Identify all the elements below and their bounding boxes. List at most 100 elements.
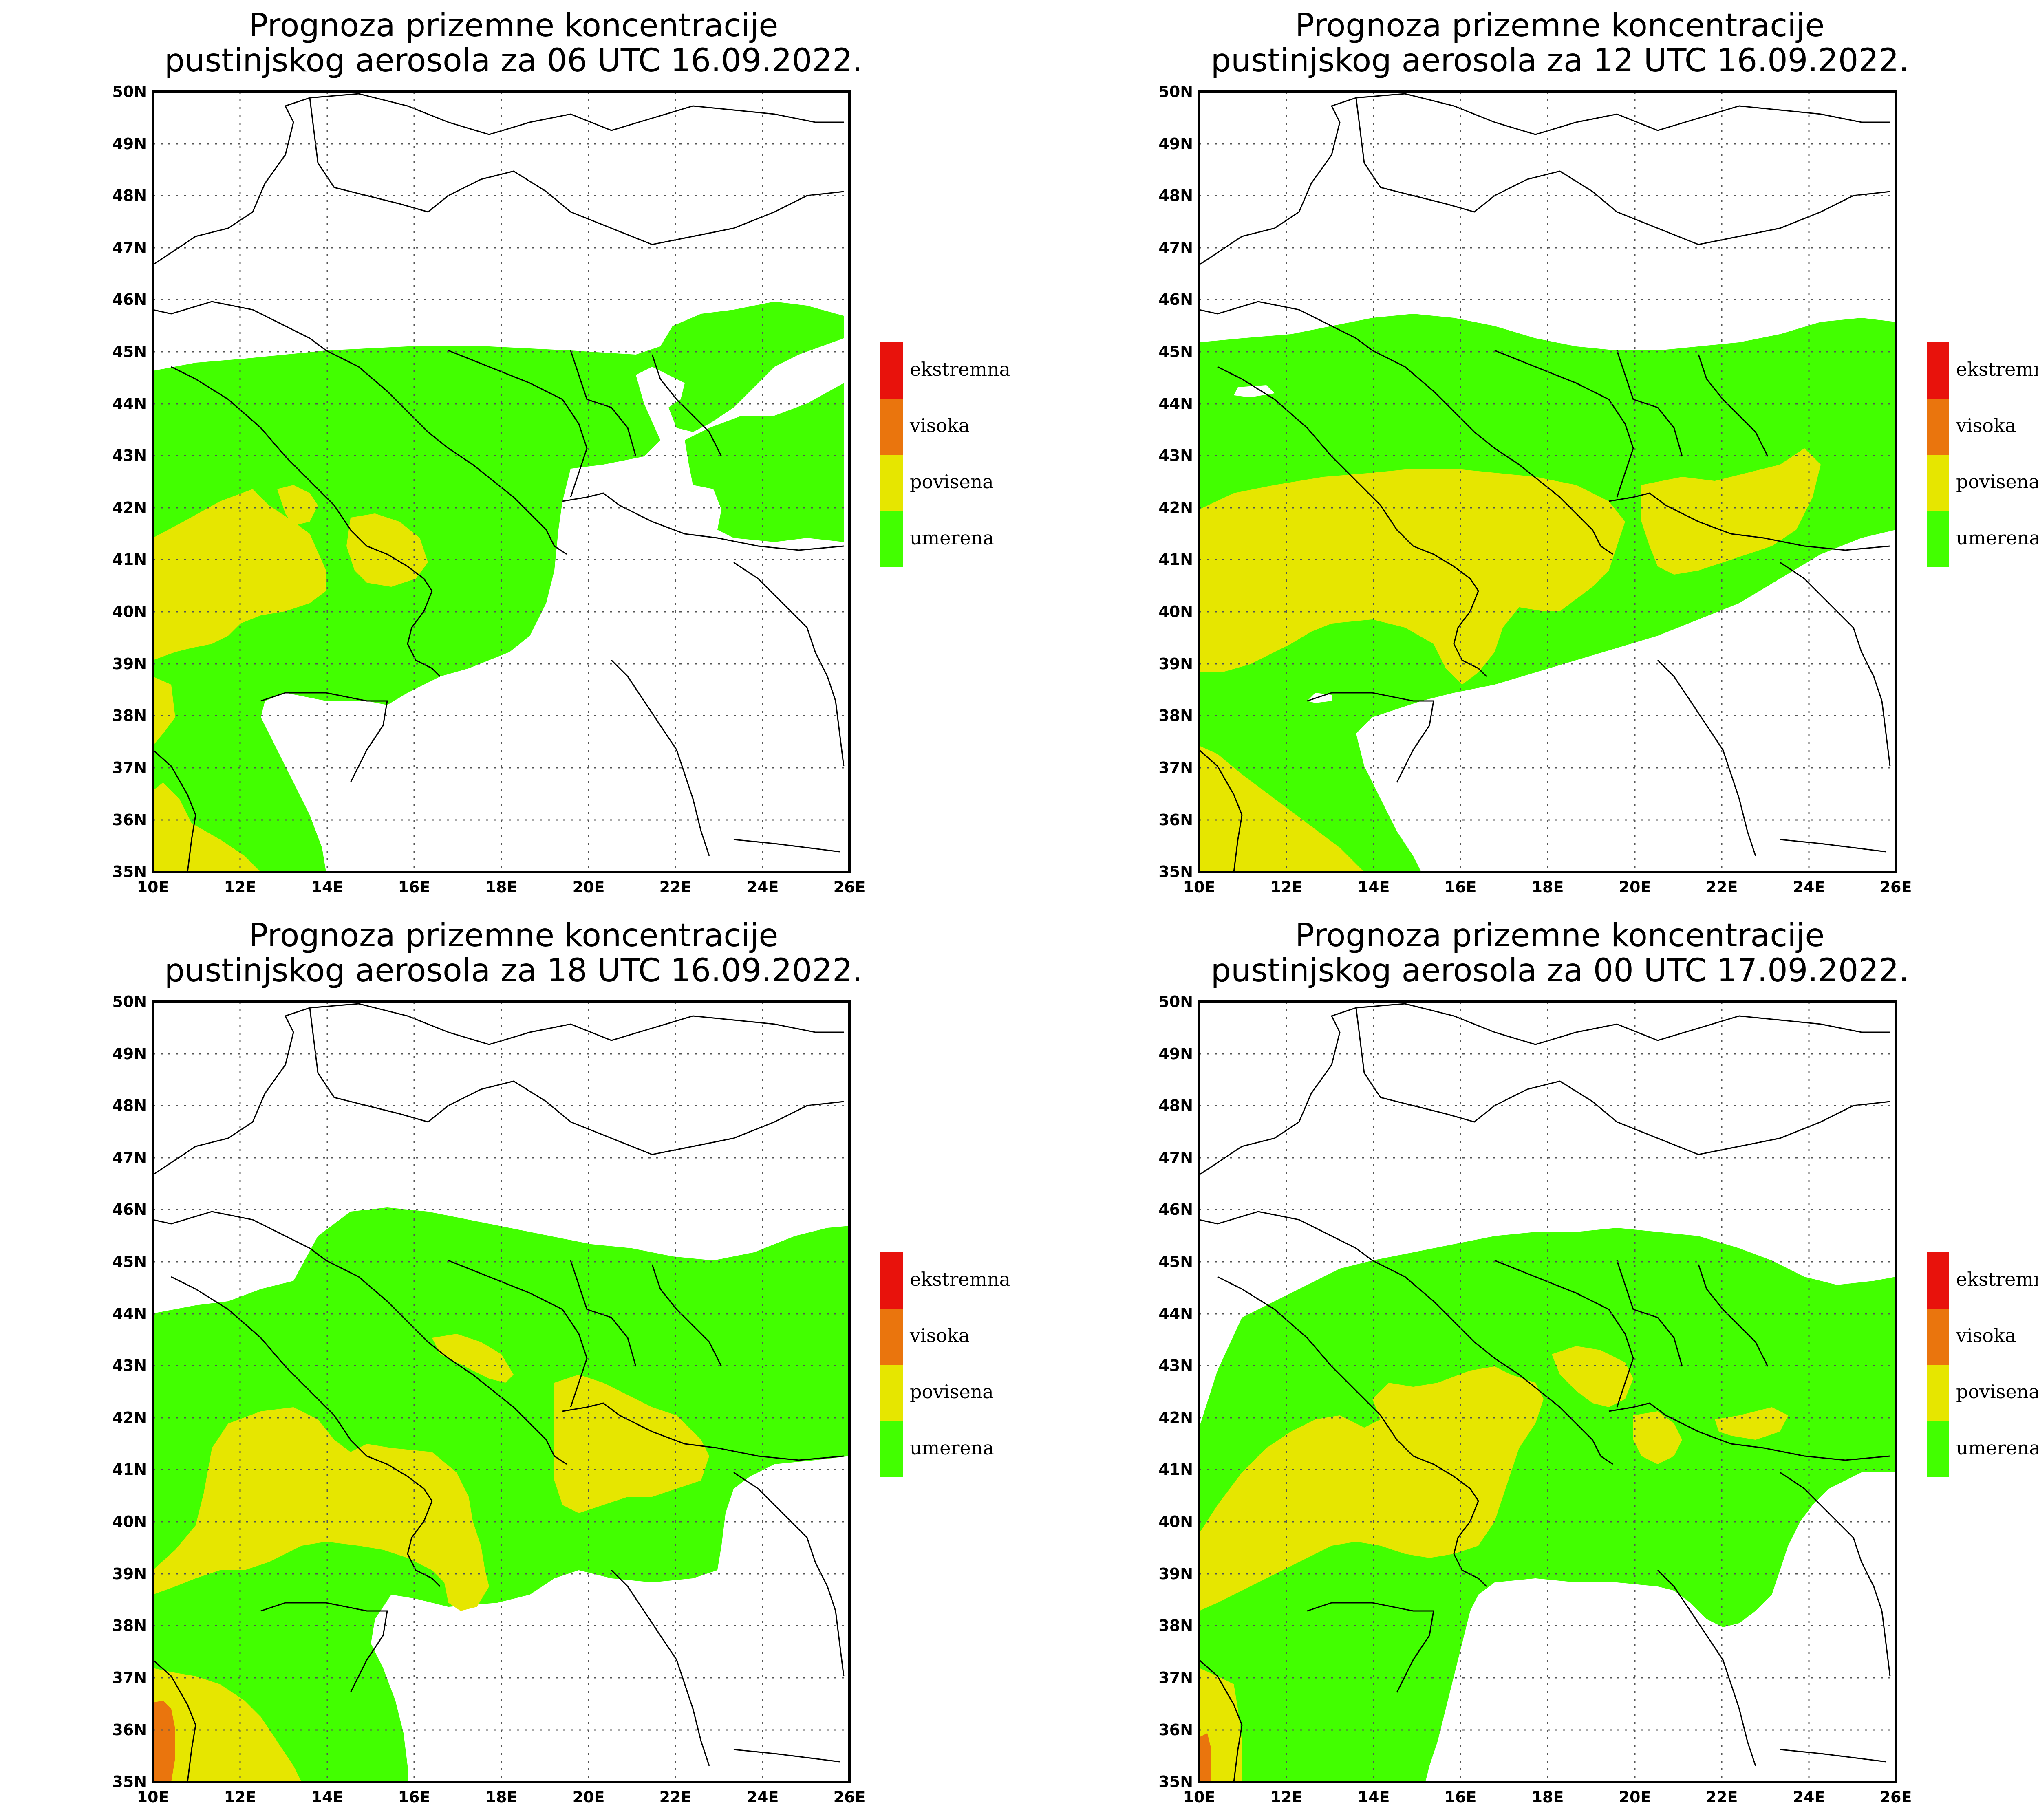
dust-fields — [153, 302, 844, 872]
lon-label: 16E — [1445, 878, 1477, 896]
lon-label: 14E — [311, 1788, 344, 1806]
lon-label: 24E — [1793, 878, 1825, 896]
legend-label-ekstremna: ekstremna — [910, 358, 1010, 380]
lon-tick-labels: 10E 12E 14E 16E 18E 20E 22E 24E 26E — [137, 878, 866, 896]
lon-label: 20E — [1619, 1788, 1651, 1806]
title-line-2: pustinjskog aerosola za 00 UTC 17.09.202… — [1211, 952, 1909, 989]
lon-label: 22E — [1706, 1788, 1738, 1806]
lat-label: 35N — [1158, 863, 1193, 881]
legend-swatch-povisena — [1927, 1365, 1949, 1421]
lat-label: 49N — [112, 135, 147, 153]
lat-label: 38N — [112, 1617, 147, 1635]
lat-label: 47N — [112, 1149, 147, 1167]
title-line-2: pustinjskog aerosola za 06 UTC 16.09.202… — [164, 42, 863, 79]
legend-swatch-ekstremna — [880, 1252, 903, 1309]
lat-label: 44N — [112, 395, 147, 413]
zone-white-hole — [1234, 385, 1275, 397]
lat-label: 46N — [1158, 1201, 1193, 1218]
lat-label: 45N — [112, 1253, 147, 1271]
lat-label: 42N — [112, 499, 147, 517]
legend: ekstremna visoka povisena umerena — [880, 1252, 1010, 1477]
lon-label: 16E — [1445, 1788, 1477, 1806]
lat-label: 43N — [1158, 1357, 1193, 1375]
lat-label: 36N — [112, 811, 147, 829]
map-panel-4: Prognoza prizemne koncentracije pustinjs… — [1046, 910, 2038, 1820]
map-panel-3: Prognoza prizemne koncentracije pustinjs… — [0, 910, 1046, 1820]
map-frame — [1198, 1000, 1897, 1783]
legend-label-umerena: umerena — [1956, 527, 2038, 549]
zone-povisena — [1199, 1366, 1544, 1611]
legend-swatch-umerena — [880, 1421, 903, 1477]
lat-label: 43N — [112, 1357, 147, 1375]
lat-label: 44N — [1158, 395, 1193, 413]
lat-tick-labels: 50N 49N 48N 47N 46N 45N 44N 43N 42N 41N … — [112, 83, 147, 881]
lat-label: 44N — [1158, 1305, 1193, 1323]
lat-label: 36N — [1158, 811, 1193, 829]
lon-label: 18E — [1532, 878, 1564, 896]
lon-label: 12E — [224, 878, 256, 896]
lat-label: 40N — [112, 603, 147, 621]
lon-label: 18E — [485, 878, 518, 896]
coastlines-borders — [152, 1003, 845, 1783]
lat-label: 49N — [1158, 135, 1193, 153]
lat-tick-labels: 50N 49N 48N 47N 46N 45N 44N 43N 42N 41N … — [112, 993, 147, 1791]
zone-povisena-4 — [1715, 1407, 1788, 1440]
lat-label: 41N — [112, 1461, 147, 1478]
lat-label: 39N — [112, 1565, 147, 1583]
legend-label-umerena: umerena — [910, 1437, 994, 1459]
lon-label: 14E — [311, 878, 344, 896]
lon-label: 14E — [1358, 878, 1390, 896]
legend: ekstremna visoka povisena umerena — [880, 342, 1010, 567]
lat-label: 43N — [1158, 447, 1193, 465]
map-frame — [1198, 90, 1897, 873]
lat-label: 46N — [112, 291, 147, 308]
lon-label: 16E — [398, 1788, 430, 1806]
lat-label: 38N — [1158, 707, 1193, 725]
map-frame — [152, 90, 851, 873]
legend-swatch-visoka — [880, 399, 903, 455]
lon-label: 24E — [1793, 1788, 1825, 1806]
lat-label: 43N — [112, 447, 147, 465]
lon-label: 20E — [573, 878, 605, 896]
coastlines-borders — [152, 93, 845, 873]
lon-label: 14E — [1358, 1788, 1390, 1806]
lat-label: 37N — [1158, 1669, 1193, 1687]
title-line-2: pustinjskog aerosola za 18 UTC 16.09.202… — [164, 952, 863, 989]
zone-povisena-3 — [346, 513, 428, 587]
legend: ekstremna visoka povisena umerena — [1927, 1252, 2038, 1477]
title-line-1: Prognoza prizemne koncentracije — [1295, 7, 1825, 44]
lat-label: 39N — [1158, 655, 1193, 673]
lat-label: 46N — [1158, 291, 1193, 308]
legend-swatch-ekstremna — [880, 342, 903, 399]
lat-label: 38N — [112, 707, 147, 725]
lat-label: 50N — [112, 83, 147, 101]
lon-label: 24E — [747, 1788, 779, 1806]
lon-label: 12E — [1270, 878, 1303, 896]
lat-label: 41N — [1158, 551, 1193, 568]
lon-label: 18E — [1532, 1788, 1564, 1806]
zone-povisena — [1199, 469, 1625, 685]
lat-label: 37N — [112, 1669, 147, 1687]
lon-label: 26E — [834, 878, 866, 896]
lat-label: 49N — [1158, 1045, 1193, 1063]
lat-label: 47N — [112, 239, 147, 257]
dust-fields — [1199, 314, 1896, 872]
lat-label: 35N — [112, 1773, 147, 1791]
lon-label: 12E — [1270, 1788, 1303, 1806]
legend-label-ekstremna: ekstremna — [1956, 1268, 2038, 1290]
forecast-map: 50N 49N 48N 47N 46N 45N 44N 43N 42N 41N … — [112, 993, 1010, 1806]
lon-tick-labels: 10E 12E 14E 16E 18E 20E 22E 24E 26E — [137, 1788, 866, 1806]
legend-label-povisena: povisena — [910, 1381, 994, 1403]
zone-povisena — [153, 489, 326, 660]
lon-label: 10E — [137, 1788, 169, 1806]
zone-povisena-2 — [1641, 448, 1821, 575]
title-line-2: pustinjskog aerosola za 12 UTC 16.09.202… — [1211, 42, 1909, 79]
zone-povisena-2 — [277, 485, 318, 526]
lat-label: 47N — [1158, 239, 1193, 257]
legend-label-umerena: umerena — [910, 527, 994, 549]
legend-swatch-povisena — [880, 455, 903, 511]
legend: ekstremna visoka povisena umerena — [1927, 342, 2038, 567]
lat-label: 50N — [1158, 83, 1193, 101]
lat-label: 38N — [1158, 1617, 1193, 1635]
lat-label: 39N — [1158, 1565, 1193, 1583]
